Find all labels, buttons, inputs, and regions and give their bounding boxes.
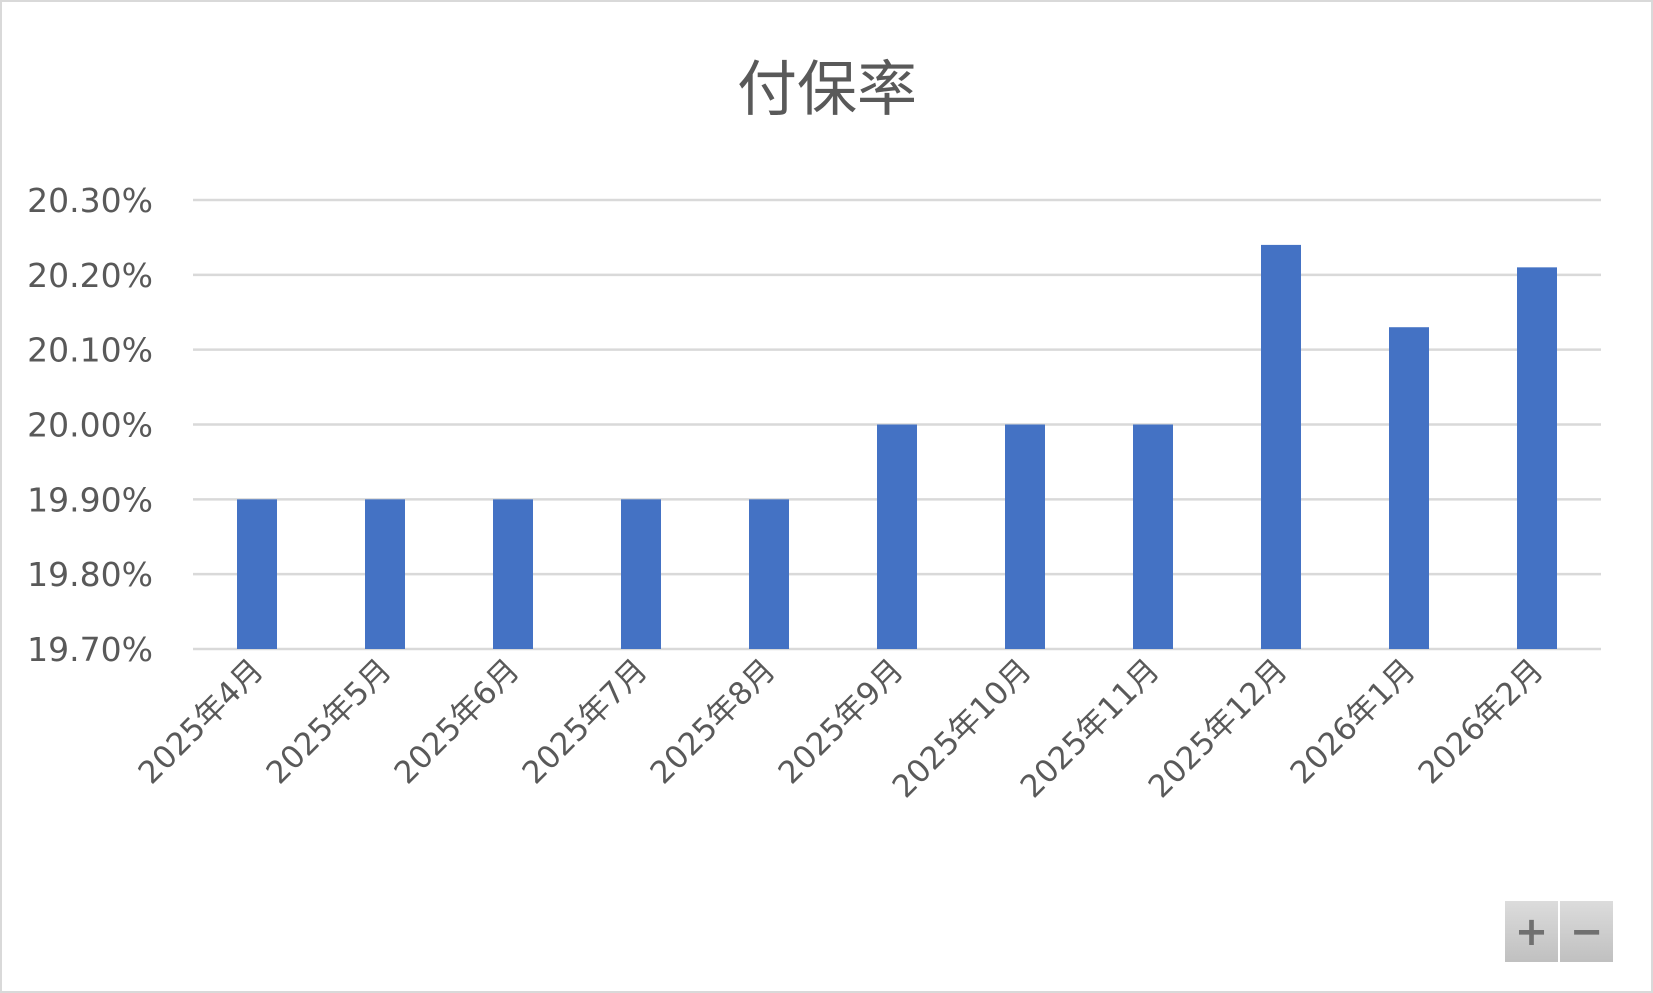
x-tick-label: 2025年12月: [1142, 652, 1295, 805]
y-tick-label: 20.00%: [27, 406, 153, 445]
x-tick-label: 2025年7月: [516, 652, 655, 791]
y-tick-label: 20.30%: [27, 181, 153, 220]
zoom-out-button[interactable]: −: [1560, 901, 1613, 962]
x-tick-label: 2025年5月: [260, 652, 399, 791]
x-tick-label: 2025年9月: [772, 652, 911, 791]
bar: [1261, 244, 1301, 649]
y-tick-label: 19.80%: [27, 555, 153, 594]
bar: [749, 499, 789, 649]
bar: [621, 499, 661, 649]
bar: [1389, 327, 1429, 649]
y-tick-label: 20.10%: [27, 331, 153, 370]
bar: [1005, 424, 1045, 649]
x-tick-label: 2025年6月: [388, 652, 527, 791]
bar: [877, 424, 917, 649]
x-tick-label: 2026年1月: [1284, 652, 1423, 791]
y-tick-label: 20.20%: [27, 256, 153, 295]
bar: [1517, 267, 1557, 649]
x-tick-label: 2025年8月: [644, 652, 783, 791]
zoom-in-button[interactable]: +: [1505, 901, 1558, 962]
chart-title: 付保率: [737, 55, 917, 125]
y-tick-label: 19.90%: [27, 480, 153, 519]
bar: [493, 499, 533, 649]
y-tick-label: 19.70%: [27, 630, 153, 669]
bar: [1133, 424, 1173, 649]
x-tick-label: 2025年4月: [132, 652, 271, 791]
bar: [365, 499, 405, 649]
bar: [237, 499, 277, 649]
x-tick-label: 2026年2月: [1412, 652, 1551, 791]
